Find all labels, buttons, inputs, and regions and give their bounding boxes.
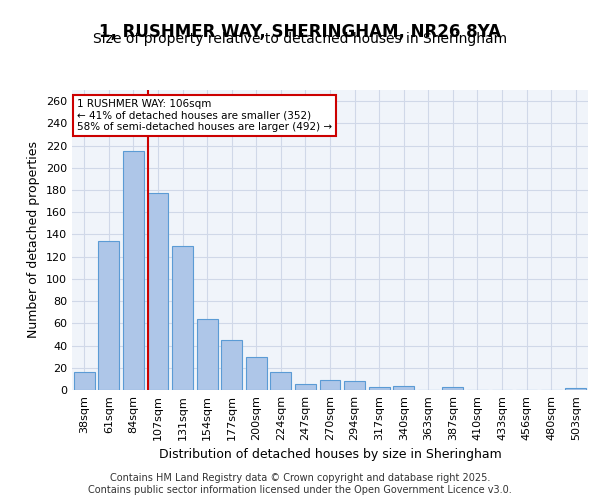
Text: Size of property relative to detached houses in Sheringham: Size of property relative to detached ho… xyxy=(93,32,507,46)
Bar xyxy=(344,381,365,390)
Bar xyxy=(221,340,242,390)
Y-axis label: Number of detached properties: Number of detached properties xyxy=(28,142,40,338)
Bar xyxy=(172,246,193,390)
Bar xyxy=(271,372,292,390)
Bar xyxy=(565,388,586,390)
Bar xyxy=(295,384,316,390)
Bar xyxy=(320,380,340,390)
X-axis label: Distribution of detached houses by size in Sheringham: Distribution of detached houses by size … xyxy=(158,448,502,462)
Bar xyxy=(246,356,267,390)
Text: 1, RUSHMER WAY, SHERINGHAM, NR26 8YA: 1, RUSHMER WAY, SHERINGHAM, NR26 8YA xyxy=(99,22,501,40)
Text: Contains HM Land Registry data © Crown copyright and database right 2025.
Contai: Contains HM Land Registry data © Crown c… xyxy=(88,474,512,495)
Bar xyxy=(368,386,389,390)
Bar xyxy=(442,386,463,390)
Bar xyxy=(197,319,218,390)
Bar xyxy=(98,241,119,390)
Bar xyxy=(148,194,169,390)
Bar xyxy=(393,386,414,390)
Text: 1 RUSHMER WAY: 106sqm
← 41% of detached houses are smaller (352)
58% of semi-det: 1 RUSHMER WAY: 106sqm ← 41% of detached … xyxy=(77,99,332,132)
Bar xyxy=(123,151,144,390)
Bar xyxy=(74,372,95,390)
